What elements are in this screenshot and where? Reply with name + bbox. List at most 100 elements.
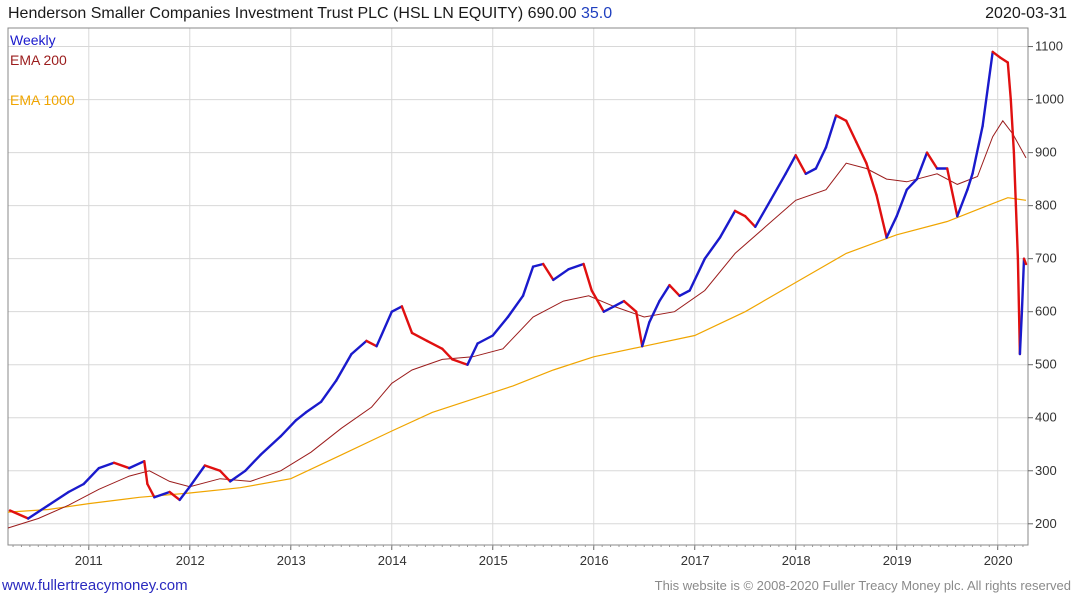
x-tick-label: 2012 bbox=[176, 553, 205, 568]
weekly-price-segment bbox=[1012, 151, 1018, 207]
copyright-text: This website is © 2008-2020 Fuller Treac… bbox=[654, 578, 1071, 593]
y-tick-label: 1000 bbox=[1035, 92, 1064, 107]
weekly-price-segment bbox=[895, 188, 908, 218]
legend-ema1000: EMA 1000 bbox=[10, 92, 75, 108]
weekly-price-segment bbox=[794, 154, 807, 176]
weekly-price-segment bbox=[703, 236, 722, 260]
weekly-price-segment bbox=[678, 289, 691, 297]
weekly-price-segment bbox=[769, 172, 787, 202]
weekly-price-segment bbox=[1014, 204, 1020, 260]
legend-weekly: Weekly bbox=[10, 32, 56, 48]
tick-labels: 200 300 400 500 600 700 800 900 1000 1100 2011 2012… bbox=[75, 39, 1064, 568]
weekly-price-segment bbox=[335, 352, 353, 382]
plot-frame bbox=[7, 27, 1029, 546]
weekly-price-segment bbox=[153, 490, 171, 499]
weekly-price-segment bbox=[451, 358, 469, 366]
weekly-price-segment bbox=[668, 284, 681, 297]
ema1000-line bbox=[7, 197, 1027, 513]
site-link[interactable]: www.fullertreacymoney.com bbox=[2, 577, 188, 594]
weekly-price-segment bbox=[168, 490, 181, 502]
weekly-price-segment bbox=[648, 299, 661, 324]
weekly-price-segment bbox=[552, 268, 570, 282]
weekly-price-segment bbox=[946, 167, 959, 218]
weekly-price-segment bbox=[582, 262, 593, 292]
title-main: Henderson Smaller Companies Investment T… bbox=[8, 5, 577, 22]
weekly-price-segment bbox=[259, 435, 282, 457]
chart-title: Henderson Smaller Companies Investment T… bbox=[8, 5, 612, 23]
weekly-price-segment bbox=[991, 50, 1001, 59]
weekly-price-segment bbox=[143, 460, 149, 486]
weekly-price-segment bbox=[542, 262, 555, 282]
weekly-price-segment bbox=[824, 114, 838, 149]
y-tick-label: 200 bbox=[1035, 516, 1057, 531]
weekly-price-segment bbox=[97, 461, 116, 470]
y-tick-label: 1100 bbox=[1035, 39, 1063, 54]
weekly-price-segment bbox=[845, 119, 858, 144]
weekly-price-segment bbox=[228, 469, 247, 483]
weekly-price-segment bbox=[688, 257, 706, 292]
x-tick-label: 2018 bbox=[782, 553, 811, 568]
weekly-price-segment bbox=[365, 339, 378, 348]
weekly-price-segment bbox=[390, 305, 404, 313]
weekly-price-segment bbox=[635, 310, 644, 348]
chart-date: 2020-03-31 bbox=[985, 5, 1067, 22]
weekly-price-segment bbox=[8, 509, 30, 520]
weekly-price-segment bbox=[127, 460, 146, 470]
weekly-price-segment bbox=[506, 294, 525, 319]
weekly-price-segment bbox=[925, 151, 939, 170]
weekly-price-segment bbox=[875, 193, 888, 239]
weekly-price-segment bbox=[956, 188, 969, 218]
weekly-price-segment bbox=[146, 482, 156, 499]
weekly-price-segment bbox=[905, 177, 919, 191]
weekly-price-segment bbox=[784, 154, 797, 176]
weekly-price-segment bbox=[622, 299, 638, 313]
legend-ema200: EMA 200 bbox=[10, 52, 67, 68]
x-tick-label: 2013 bbox=[277, 553, 306, 568]
weekly-price-segment bbox=[981, 50, 994, 128]
weekly-price-segment bbox=[814, 146, 828, 170]
weekly-price-segment bbox=[521, 265, 535, 297]
weekly-price-segment bbox=[112, 461, 131, 470]
weekly-price-segment bbox=[375, 310, 393, 348]
weekly-price-segment bbox=[476, 334, 494, 345]
weekly-price-segment bbox=[834, 114, 848, 123]
y-tick-label: 300 bbox=[1035, 463, 1057, 478]
weekly-price-segment bbox=[718, 209, 737, 239]
weekly-price-segment bbox=[658, 284, 671, 303]
weekly-price-segment bbox=[754, 199, 772, 229]
x-tick-label: 2019 bbox=[883, 553, 912, 568]
weekly-price-segment bbox=[971, 124, 984, 176]
weekly-price-segment bbox=[294, 411, 308, 422]
weekly-price-segment bbox=[998, 56, 1009, 64]
weekly-price-segment bbox=[641, 321, 651, 348]
weekly-price-segment bbox=[1009, 98, 1016, 154]
weekly-price-segment bbox=[744, 214, 757, 229]
weekly-price-segment bbox=[244, 453, 262, 472]
x-tick-label: 2017 bbox=[681, 553, 710, 568]
weekly-price-segment bbox=[966, 172, 974, 191]
y-tick-label: 600 bbox=[1035, 304, 1057, 319]
weekly-price-segment bbox=[1018, 310, 1024, 356]
weekly-price-segment bbox=[1020, 257, 1026, 313]
weekly-price-segment bbox=[531, 262, 545, 268]
weekly-price-segment bbox=[319, 379, 338, 403]
axis-layer bbox=[7, 27, 1033, 550]
weekly-price-segment bbox=[350, 339, 368, 356]
weekly-price-segment bbox=[47, 490, 70, 507]
weekly-price-segment bbox=[733, 209, 747, 218]
y-tick-label: 800 bbox=[1035, 198, 1057, 213]
x-tick-label: 2014 bbox=[378, 553, 407, 568]
weekly-price-segment bbox=[804, 167, 818, 176]
weekly-price-segment bbox=[1022, 257, 1028, 266]
weekly-price-segment bbox=[612, 299, 626, 308]
weekly-price-segment bbox=[441, 347, 454, 361]
grid-layer bbox=[8, 28, 1028, 545]
weekly-price-segment bbox=[188, 464, 207, 488]
weekly-price-segment bbox=[865, 161, 878, 197]
weekly-price-segment bbox=[178, 485, 192, 502]
weekly-price-segment bbox=[425, 339, 444, 350]
weekly-price-segment bbox=[218, 469, 232, 483]
weekly-price-segment bbox=[491, 315, 510, 337]
weekly-price-segment bbox=[82, 466, 101, 486]
